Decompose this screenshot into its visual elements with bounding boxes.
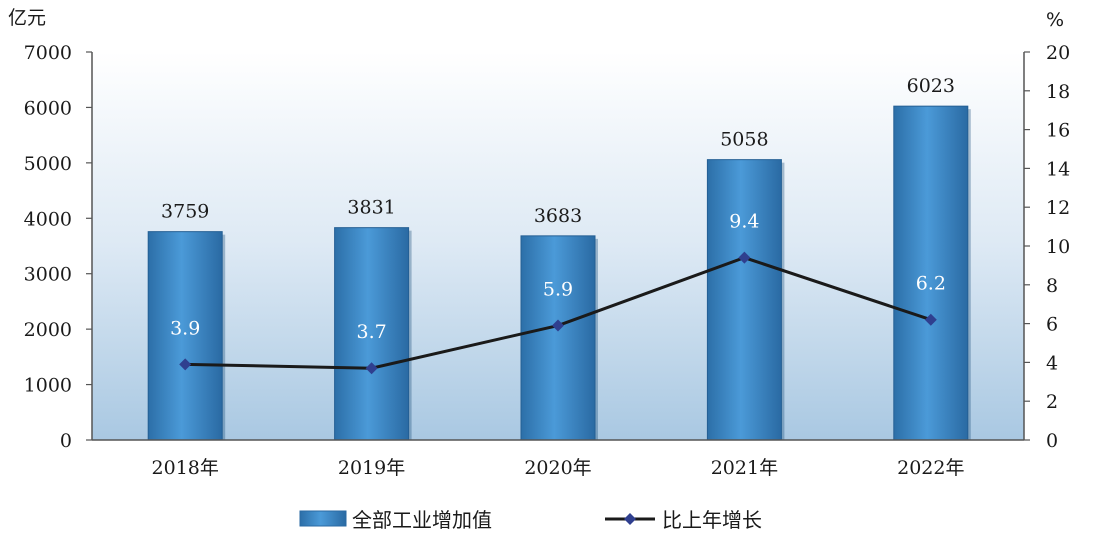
left-tick-label: 5000	[24, 153, 72, 175]
right-tick-label: 2	[1046, 391, 1058, 413]
bar	[334, 227, 410, 441]
left-tick-label: 4000	[24, 208, 72, 230]
right-tick-label: 8	[1046, 275, 1058, 297]
right-tick-label: 14	[1046, 158, 1070, 180]
legend-bar-label: 全部工业增加值	[352, 508, 492, 532]
left-tick-label: 2000	[24, 319, 72, 341]
line-point	[552, 319, 564, 332]
line-point	[738, 251, 751, 264]
right-tick-label: 12	[1046, 197, 1070, 219]
bar	[893, 105, 969, 441]
bar	[147, 231, 223, 441]
line-point	[924, 313, 937, 326]
legend-bar-swatch	[299, 510, 347, 527]
right-axis: 0 2 4 6 8 10 12 14 16 18 20	[1024, 42, 1070, 452]
bar	[706, 159, 782, 441]
line-point	[365, 362, 378, 375]
right-tick-label: 10	[1046, 236, 1070, 258]
left-tick-label: 1000	[24, 375, 72, 397]
bar-value-label: 3683	[534, 205, 582, 227]
left-axis: 0 1000 2000 3000 4000 5000 6000 7000	[24, 42, 92, 452]
right-tick-label: 18	[1046, 81, 1070, 103]
line-value-label: 3.7	[356, 321, 386, 343]
legend-line-marker	[624, 513, 636, 525]
bar-value-label: 5058	[720, 129, 768, 151]
left-tick-label: 0	[60, 430, 72, 452]
left-axis-unit: 亿元	[8, 7, 46, 29]
line-value-label: 6.2	[916, 273, 946, 295]
category-label: 2021年	[711, 457, 778, 479]
category-axis: 2018年 2019年 2020年 2021年 2022年	[152, 457, 965, 479]
line-value-label: 9.4	[729, 211, 759, 233]
bar-value-label: 3831	[347, 197, 395, 219]
category-label: 2019年	[338, 457, 405, 479]
bar-value-label: 3759	[161, 201, 209, 223]
bar	[520, 235, 596, 441]
left-tick-label: 3000	[24, 264, 72, 286]
category-label: 2020年	[524, 457, 591, 479]
right-tick-label: 0	[1046, 430, 1058, 452]
line-point	[179, 358, 192, 371]
bar-series: 3759 3831 3683 5058 6023	[147, 75, 971, 441]
line-value-label: 3.9	[170, 317, 200, 339]
bar-value-label: 6023	[907, 75, 955, 97]
right-axis-unit: %	[1046, 9, 1064, 31]
right-tick-label: 6	[1046, 314, 1058, 336]
legend-line-label: 比上年增长	[662, 508, 762, 532]
right-tick-label: 4	[1046, 352, 1058, 374]
right-tick-label: 16	[1046, 120, 1070, 142]
line-value-label: 5.9	[543, 279, 573, 301]
category-label: 2018年	[152, 457, 219, 479]
line-series: 3.9 3.7 5.9 9.4 6.2	[170, 211, 946, 375]
left-tick-label: 7000	[24, 42, 72, 64]
right-tick-label: 20	[1046, 42, 1070, 64]
legend: 全部工业增加值 比上年增长	[299, 508, 762, 532]
left-tick-label: 6000	[24, 97, 72, 119]
category-label: 2022年	[897, 457, 964, 479]
